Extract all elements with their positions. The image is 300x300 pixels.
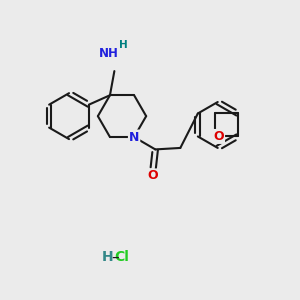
Text: H: H — [101, 250, 113, 265]
Text: Cl: Cl — [115, 250, 130, 265]
Text: –: – — [111, 250, 118, 265]
Text: N: N — [129, 130, 139, 143]
Text: NH: NH — [99, 47, 119, 60]
Text: O: O — [214, 130, 224, 143]
Text: H: H — [119, 40, 128, 50]
Text: O: O — [148, 169, 158, 182]
